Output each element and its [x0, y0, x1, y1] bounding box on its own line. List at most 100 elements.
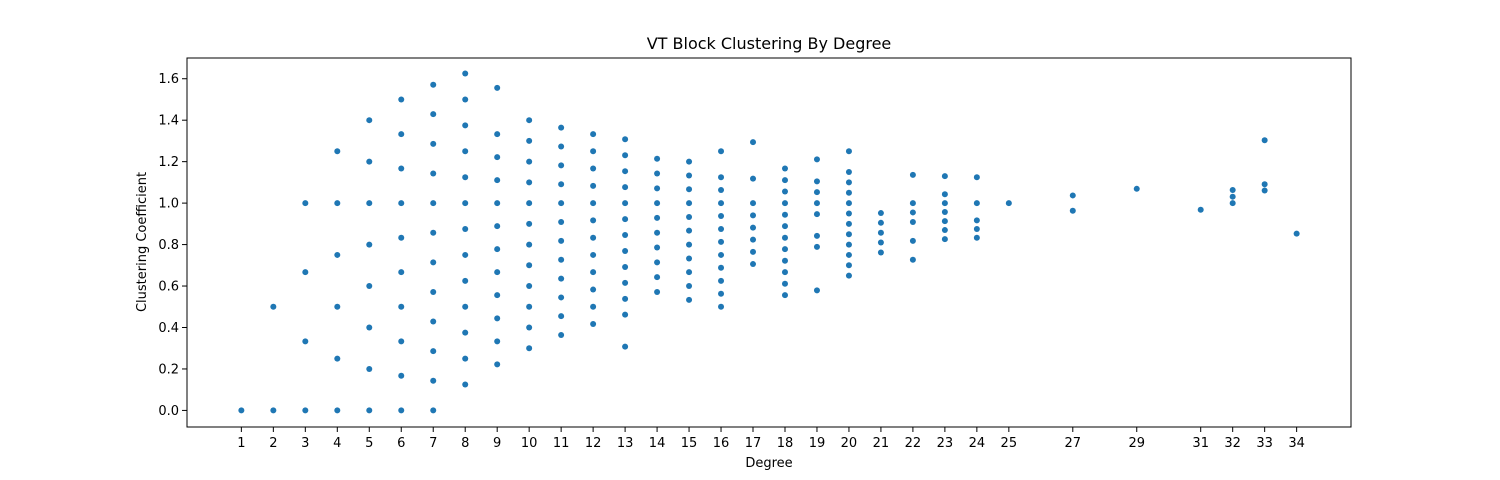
x-tick-label: 5 — [365, 436, 373, 451]
x-tick-label: 25 — [1001, 436, 1018, 451]
data-point — [718, 200, 725, 207]
x-tick-label: 6 — [397, 436, 405, 451]
data-point — [558, 218, 565, 225]
data-point — [941, 218, 948, 225]
data-point — [526, 303, 533, 310]
x-tick-label: 8 — [461, 436, 469, 451]
data-point — [781, 246, 788, 253]
data-point — [750, 212, 757, 219]
data-point — [1069, 192, 1076, 199]
data-point — [654, 155, 661, 162]
data-point — [1069, 207, 1076, 214]
data-point — [1293, 230, 1300, 237]
data-point — [494, 154, 501, 161]
x-tick-label: 13 — [617, 436, 634, 451]
data-point — [494, 269, 501, 276]
data-point — [750, 224, 757, 231]
data-point — [366, 283, 373, 290]
data-point — [877, 210, 884, 217]
data-point — [398, 303, 405, 310]
data-point — [526, 241, 533, 248]
x-tick-label: 9 — [493, 436, 501, 451]
data-point — [430, 170, 437, 177]
x-tick-label: 20 — [841, 436, 858, 451]
data-point — [494, 223, 501, 230]
x-tick-label: 29 — [1128, 436, 1145, 451]
data-point — [941, 200, 948, 207]
data-point — [622, 184, 629, 191]
data-point — [1229, 200, 1236, 207]
data-point — [909, 171, 916, 178]
data-point — [590, 131, 597, 138]
data-point — [558, 124, 565, 131]
data-point — [366, 117, 373, 124]
data-point — [1229, 193, 1236, 200]
data-point — [590, 269, 597, 276]
data-point — [654, 229, 661, 236]
y-tick-label: 1.0 — [158, 197, 179, 212]
data-point — [686, 186, 693, 193]
data-point — [494, 361, 501, 368]
data-point — [973, 226, 980, 233]
data-point — [781, 177, 788, 184]
data-point — [845, 272, 852, 279]
data-point — [302, 269, 309, 276]
data-point — [718, 264, 725, 271]
y-tick-label: 0.8 — [158, 238, 179, 253]
data-point — [302, 200, 309, 207]
data-point — [941, 227, 948, 234]
data-point — [877, 249, 884, 256]
data-point — [813, 189, 820, 196]
data-point — [718, 187, 725, 194]
data-point — [941, 209, 948, 216]
data-point — [494, 315, 501, 322]
data-point — [781, 200, 788, 207]
x-tick-label: 17 — [745, 436, 762, 451]
data-point — [334, 303, 341, 310]
data-point — [494, 292, 501, 299]
data-point — [494, 177, 501, 184]
data-point — [941, 191, 948, 198]
data-point — [813, 211, 820, 218]
data-point — [430, 348, 437, 355]
data-point — [877, 239, 884, 246]
data-point — [781, 211, 788, 218]
data-point — [366, 241, 373, 248]
data-point — [877, 229, 884, 236]
x-axis-ticks: 1 2 3 4 5 6 7 8 9 10 11 12 13 14 15 16 17 18 19 20 21 22 23 24 2… — [237, 427, 1305, 451]
data-point — [909, 256, 916, 263]
data-point — [398, 407, 405, 414]
data-point — [813, 232, 820, 239]
x-tick-label: 32 — [1224, 436, 1241, 451]
data-point — [622, 200, 629, 207]
data-point — [334, 355, 341, 362]
data-point — [430, 111, 437, 118]
data-point — [718, 148, 725, 155]
data-point — [430, 81, 437, 88]
data-point — [973, 234, 980, 241]
data-point — [558, 331, 565, 338]
y-axis-label: Clustering Coefficient — [135, 172, 150, 312]
data-point — [1197, 206, 1204, 213]
data-point — [558, 256, 565, 263]
data-point — [526, 137, 533, 144]
data-point — [590, 251, 597, 258]
x-tick-label: 19 — [809, 436, 826, 451]
data-point — [558, 143, 565, 150]
data-point — [654, 170, 661, 177]
data-point — [781, 223, 788, 230]
data-point — [718, 212, 725, 219]
data-point — [430, 229, 437, 236]
data-point — [430, 289, 437, 296]
data-point — [526, 179, 533, 186]
data-point — [973, 217, 980, 224]
data-point — [494, 200, 501, 207]
data-point — [622, 232, 629, 239]
data-point — [526, 324, 533, 331]
x-tick-label: 31 — [1192, 436, 1209, 451]
data-point — [526, 117, 533, 124]
x-tick-label: 10 — [521, 436, 538, 451]
data-point — [622, 248, 629, 254]
x-tick-label: 14 — [649, 436, 666, 451]
data-point — [622, 311, 629, 318]
